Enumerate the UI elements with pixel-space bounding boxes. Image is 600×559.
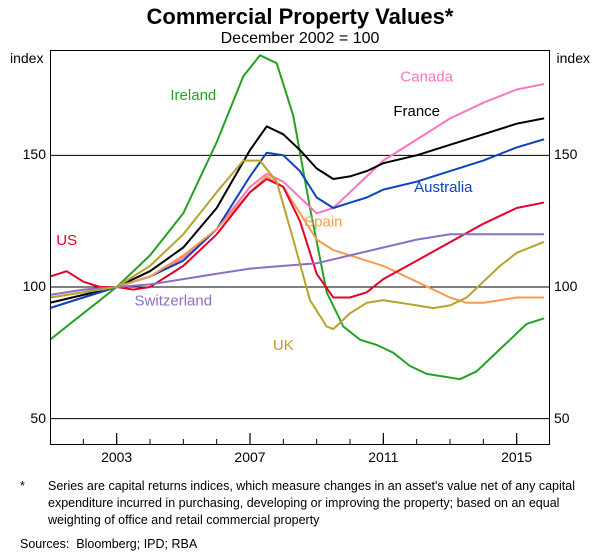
sources: Sources: Bloomberg; IPD; RBA [20, 537, 197, 551]
x-tick-2015: 2015 [501, 449, 532, 465]
series-label-ireland: Ireland [170, 87, 216, 104]
y-tick-left-50: 50 [10, 410, 46, 426]
y-tick-left-150: 150 [10, 146, 46, 162]
y-tick-right-100: 100 [554, 278, 577, 294]
plot-svg: Ireland Canada France Australia Spain US Switz… [50, 50, 550, 445]
y-tick-right-50: 50 [554, 410, 570, 426]
x-tick-2011: 2011 [368, 449, 398, 465]
y-axis-title-right: index [557, 50, 590, 66]
series-label-uk: UK [273, 337, 294, 354]
footnote-text: Series are capital returns indices, whic… [48, 478, 576, 529]
plot-area: Ireland Canada France Australia Spain US Switz… [50, 50, 550, 445]
chart-container: Commercial Property Values* December 200… [0, 0, 600, 559]
series-label-australia: Australia [414, 179, 473, 196]
series-label-spain: Spain [304, 213, 342, 230]
series-label-us: US [56, 232, 77, 249]
x-tick-2003: 2003 [101, 449, 132, 465]
sources-label: Sources: [20, 537, 69, 551]
footnote-marker: * [20, 478, 48, 495]
chart-title: Commercial Property Values* [0, 4, 600, 30]
series-label-canada: Canada [400, 69, 453, 86]
sources-text: Bloomberg; IPD; RBA [76, 537, 197, 551]
series-switzerland [50, 234, 543, 295]
y-tick-left-100: 100 [10, 278, 46, 294]
y-axis-title-left: index [10, 50, 43, 66]
series-label-switzerland: Switzerland [135, 292, 213, 309]
series-france [50, 119, 543, 303]
chart-subtitle: December 2002 = 100 [0, 30, 600, 48]
x-tick-2007: 2007 [234, 449, 265, 465]
y-tick-right-150: 150 [554, 146, 577, 162]
footnote: *Series are capital returns indices, whi… [20, 478, 580, 529]
series-label-france: France [393, 103, 440, 120]
series-ireland [50, 55, 543, 379]
